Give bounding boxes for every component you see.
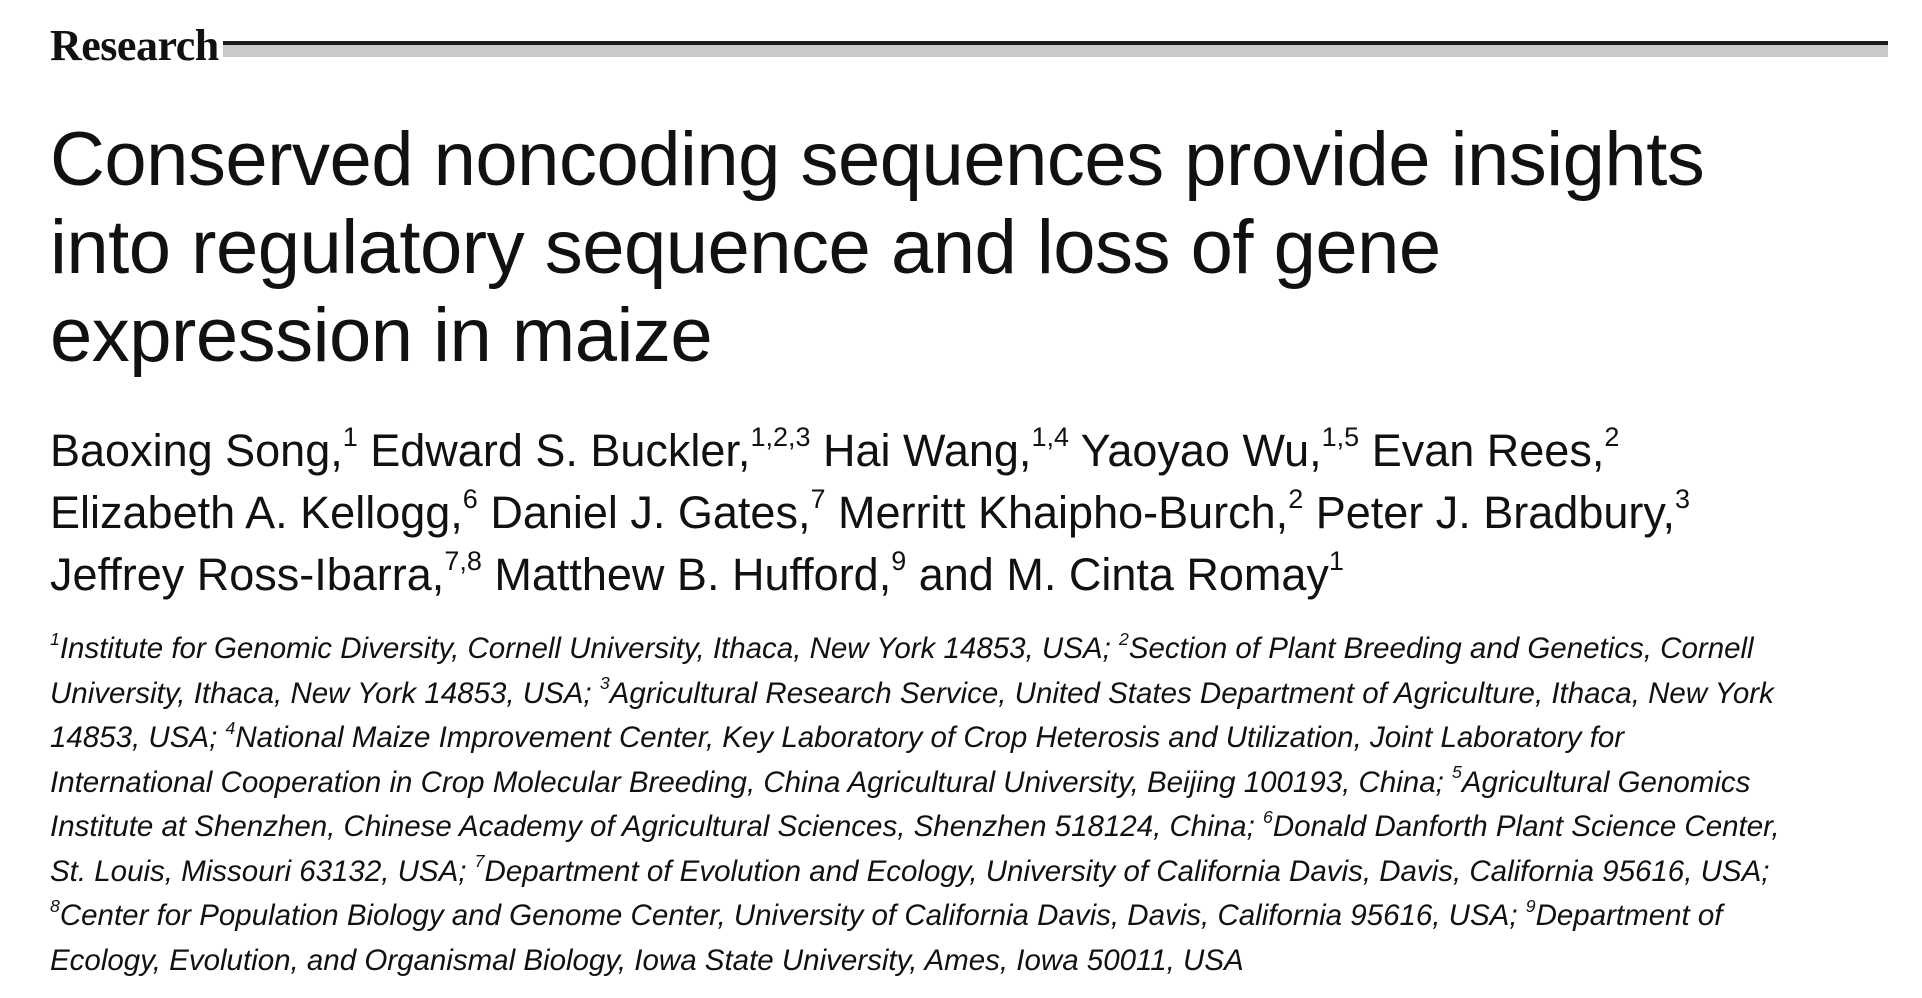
affiliation-line: University, Ithaca, New York 14853, USA;… (50, 672, 1900, 717)
affiliation-text: Institute at Shenzhen, Chinese Academy o… (50, 810, 1263, 843)
section-label: Research (50, 20, 219, 70)
title-line: into regulatory sequence and loss of gen… (50, 205, 1441, 290)
affiliation-line: International Cooperation in Crop Molecu… (50, 761, 1900, 806)
author-name: Peter J. Bradbury, (1303, 487, 1676, 538)
author-line: Baoxing Song,1 Edward S. Buckler,1,2,3 H… (50, 420, 1890, 482)
affiliation-number: 6 (1262, 806, 1273, 827)
author-line: Jeffrey Ross-Ibarra,7,8 Matthew B. Huffo… (50, 544, 1890, 606)
author-name: Evan Rees, (1359, 425, 1605, 476)
author-name: Jeffrey Ross-Ibarra, (50, 549, 445, 600)
author-line: Elizabeth A. Kellogg,6 Daniel J. Gates,7… (50, 482, 1890, 544)
author-name: Matthew B. Hufford, (481, 549, 892, 600)
affiliation-number: 3 (599, 673, 610, 694)
affiliation-number: 8 (50, 895, 60, 916)
article-title: Conserved noncoding sequences provide in… (50, 116, 1830, 380)
title-line: Conserved noncoding sequences provide in… (50, 117, 1705, 202)
affiliation-line: St. Louis, Missouri 63132, USA; 7Departm… (50, 850, 1900, 895)
affiliation-text: Ecology, Evolution, and Organismal Biolo… (50, 943, 1244, 977)
affiliation-marker: 1,2,3 (750, 421, 811, 452)
section-header: Research (50, 20, 1888, 70)
affiliation-marker: 1,4 (1031, 421, 1069, 452)
affiliation-number: 7 (474, 851, 485, 872)
author-list: Baoxing Song,1 Edward S. Buckler,1,2,3 H… (50, 420, 1890, 606)
affiliation-text: 14853, USA; (50, 721, 226, 754)
affiliation-text: Department of (1535, 899, 1723, 932)
affiliation-marker: 1 (1328, 545, 1344, 576)
affiliation-marker: 1,5 (1321, 421, 1360, 452)
affiliation-text: Department of Evolution and Ecology, Uni… (484, 854, 1770, 888)
affiliation-marker: 3 (1675, 483, 1691, 514)
affiliation-text: Institute for Genomic Diversity, Cornell… (59, 632, 1119, 665)
author-name: and M. Cinta Romay (906, 549, 1329, 600)
affiliation-marker: 9 (891, 545, 907, 576)
affiliation-marker: 2 (1604, 421, 1620, 452)
affiliation-text: Agricultural Research Service, United St… (609, 676, 1774, 710)
affiliation-line: 1Institute for Genomic Diversity, Cornel… (50, 627, 1900, 672)
affiliation-number: 2 (1118, 628, 1129, 649)
affiliation-line: Ecology, Evolution, and Organismal Biolo… (50, 939, 1900, 984)
affiliation-text: University, Ithaca, New York 14853, USA; (50, 676, 600, 710)
affiliation-number: 4 (225, 717, 236, 738)
affiliation-text: Center for Population Biology and Genome… (59, 899, 1526, 932)
author-name: Elizabeth A. Kellogg, (50, 487, 463, 538)
affiliation-text: St. Louis, Missouri 63132, USA; (50, 854, 475, 888)
section-rule-divider (222, 41, 1888, 57)
affiliation-marker: 1 (342, 421, 358, 452)
affiliation-number: 1 (50, 628, 60, 649)
affiliation-text: Section of Plant Breeding and Genetics, … (1128, 632, 1754, 665)
author-name: Edward S. Buckler, (357, 425, 751, 476)
author-name: Baoxing Song, (50, 425, 343, 476)
affiliation-number: 5 (1452, 762, 1462, 783)
affiliation-marker: 2 (1288, 483, 1304, 514)
author-name: Yaoyao Wu, (1068, 425, 1322, 476)
author-name: Daniel J. Gates, (477, 487, 811, 538)
affiliation-list: 1Institute for Genomic Diversity, Cornel… (50, 627, 1900, 983)
affiliation-number: 9 (1525, 895, 1536, 916)
author-name: Merritt Khaipho-Burch, (825, 487, 1289, 538)
affiliation-line: 8Center for Population Biology and Genom… (50, 894, 1900, 939)
affiliation-marker: 7 (810, 483, 826, 514)
affiliation-text: Donald Danforth Plant Science Center, (1272, 810, 1780, 843)
affiliation-marker: 6 (462, 483, 478, 514)
title-line: expression in maize (50, 293, 713, 378)
affiliation-text: National Maize Improvement Center, Key L… (235, 721, 1625, 754)
affiliation-line: Institute at Shenzhen, Chinese Academy o… (50, 805, 1900, 850)
affiliation-line: 14853, USA; 4National Maize Improvement … (50, 716, 1900, 761)
affiliation-text: Agricultural Genomics (1461, 765, 1751, 799)
affiliation-marker: 7,8 (444, 545, 482, 576)
affiliation-text: International Cooperation in Crop Molecu… (50, 765, 1453, 799)
author-name: Hai Wang, (810, 425, 1032, 476)
